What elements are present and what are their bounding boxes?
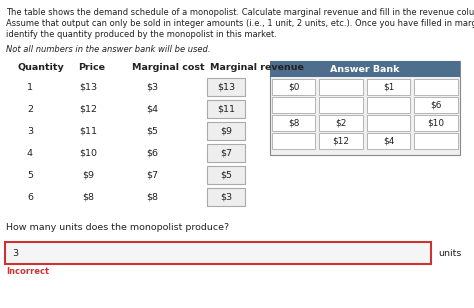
Text: $6: $6 xyxy=(146,148,158,157)
FancyBboxPatch shape xyxy=(272,79,316,95)
Text: 1: 1 xyxy=(27,83,33,91)
Text: Marginal revenue: Marginal revenue xyxy=(210,63,304,72)
Text: 6: 6 xyxy=(27,192,33,201)
FancyBboxPatch shape xyxy=(207,166,245,184)
Text: Price: Price xyxy=(78,63,105,72)
Text: $11: $11 xyxy=(79,127,97,136)
Text: Quantity: Quantity xyxy=(18,63,65,72)
Text: $8: $8 xyxy=(82,192,94,201)
Text: $4: $4 xyxy=(383,136,394,145)
FancyBboxPatch shape xyxy=(5,242,431,264)
FancyBboxPatch shape xyxy=(270,61,460,77)
Text: $0: $0 xyxy=(288,83,300,91)
Text: How many units does the monopolist produce?: How many units does the monopolist produ… xyxy=(6,223,229,232)
FancyBboxPatch shape xyxy=(272,115,316,131)
FancyBboxPatch shape xyxy=(367,133,410,149)
Text: $12: $12 xyxy=(79,104,97,114)
Text: Not all numbers in the answer bank will be used.: Not all numbers in the answer bank will … xyxy=(6,45,210,54)
Text: $2: $2 xyxy=(336,119,347,128)
Text: $12: $12 xyxy=(333,136,350,145)
Text: Marginal cost: Marginal cost xyxy=(132,63,205,72)
Text: identify the quantity produced by the monopolist in this market.: identify the quantity produced by the mo… xyxy=(6,30,277,39)
Text: $3: $3 xyxy=(220,192,232,201)
Text: $7: $7 xyxy=(146,171,158,180)
FancyBboxPatch shape xyxy=(414,79,458,95)
FancyBboxPatch shape xyxy=(319,79,363,95)
FancyBboxPatch shape xyxy=(367,115,410,131)
Text: $5: $5 xyxy=(220,171,232,180)
Text: units: units xyxy=(438,249,461,257)
Text: Assume that output can only be sold in integer amounts (i.e., 1 unit, 2 units, e: Assume that output can only be sold in i… xyxy=(6,19,474,28)
Text: 3: 3 xyxy=(12,249,18,257)
Text: $7: $7 xyxy=(220,148,232,157)
Text: $6: $6 xyxy=(430,100,442,110)
Text: $11: $11 xyxy=(217,104,235,114)
Text: $8: $8 xyxy=(288,119,300,128)
FancyBboxPatch shape xyxy=(367,97,410,113)
FancyBboxPatch shape xyxy=(319,115,363,131)
FancyBboxPatch shape xyxy=(319,97,363,113)
Text: $9: $9 xyxy=(220,127,232,136)
Text: $13: $13 xyxy=(79,83,97,91)
Text: 3: 3 xyxy=(27,127,33,136)
Text: Answer Bank: Answer Bank xyxy=(330,64,400,74)
Text: The table shows the demand schedule of a monopolist. Calculate marginal revenue : The table shows the demand schedule of a… xyxy=(6,8,474,17)
FancyBboxPatch shape xyxy=(207,78,245,96)
Text: $4: $4 xyxy=(146,104,158,114)
Text: $13: $13 xyxy=(217,83,235,91)
FancyBboxPatch shape xyxy=(272,133,316,149)
Text: $9: $9 xyxy=(82,171,94,180)
FancyBboxPatch shape xyxy=(414,97,458,113)
Text: Incorrect: Incorrect xyxy=(6,267,49,276)
Text: $8: $8 xyxy=(146,192,158,201)
Text: 2: 2 xyxy=(27,104,33,114)
Text: 5: 5 xyxy=(27,171,33,180)
FancyBboxPatch shape xyxy=(319,133,363,149)
FancyBboxPatch shape xyxy=(414,133,458,149)
FancyBboxPatch shape xyxy=(207,122,245,140)
FancyBboxPatch shape xyxy=(272,97,316,113)
Text: $10: $10 xyxy=(428,119,445,128)
FancyBboxPatch shape xyxy=(270,61,460,155)
FancyBboxPatch shape xyxy=(414,115,458,131)
FancyBboxPatch shape xyxy=(207,144,245,162)
FancyBboxPatch shape xyxy=(207,188,245,206)
Text: $3: $3 xyxy=(146,83,158,91)
Text: $10: $10 xyxy=(79,148,97,157)
FancyBboxPatch shape xyxy=(207,100,245,118)
FancyBboxPatch shape xyxy=(367,79,410,95)
Text: 4: 4 xyxy=(27,148,33,157)
Text: $1: $1 xyxy=(383,83,394,91)
Text: $5: $5 xyxy=(146,127,158,136)
